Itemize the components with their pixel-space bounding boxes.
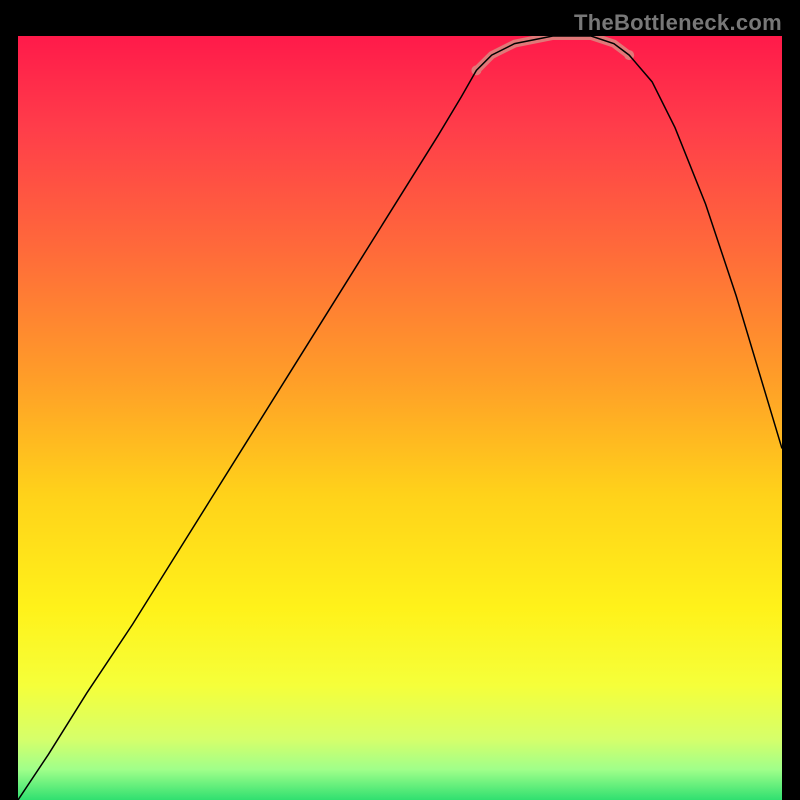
watermark: TheBottleneck.com bbox=[574, 10, 782, 36]
bottleneck-curve-chart bbox=[18, 36, 782, 800]
bottleneck-curve bbox=[18, 36, 782, 800]
chart-curves bbox=[18, 36, 782, 800]
